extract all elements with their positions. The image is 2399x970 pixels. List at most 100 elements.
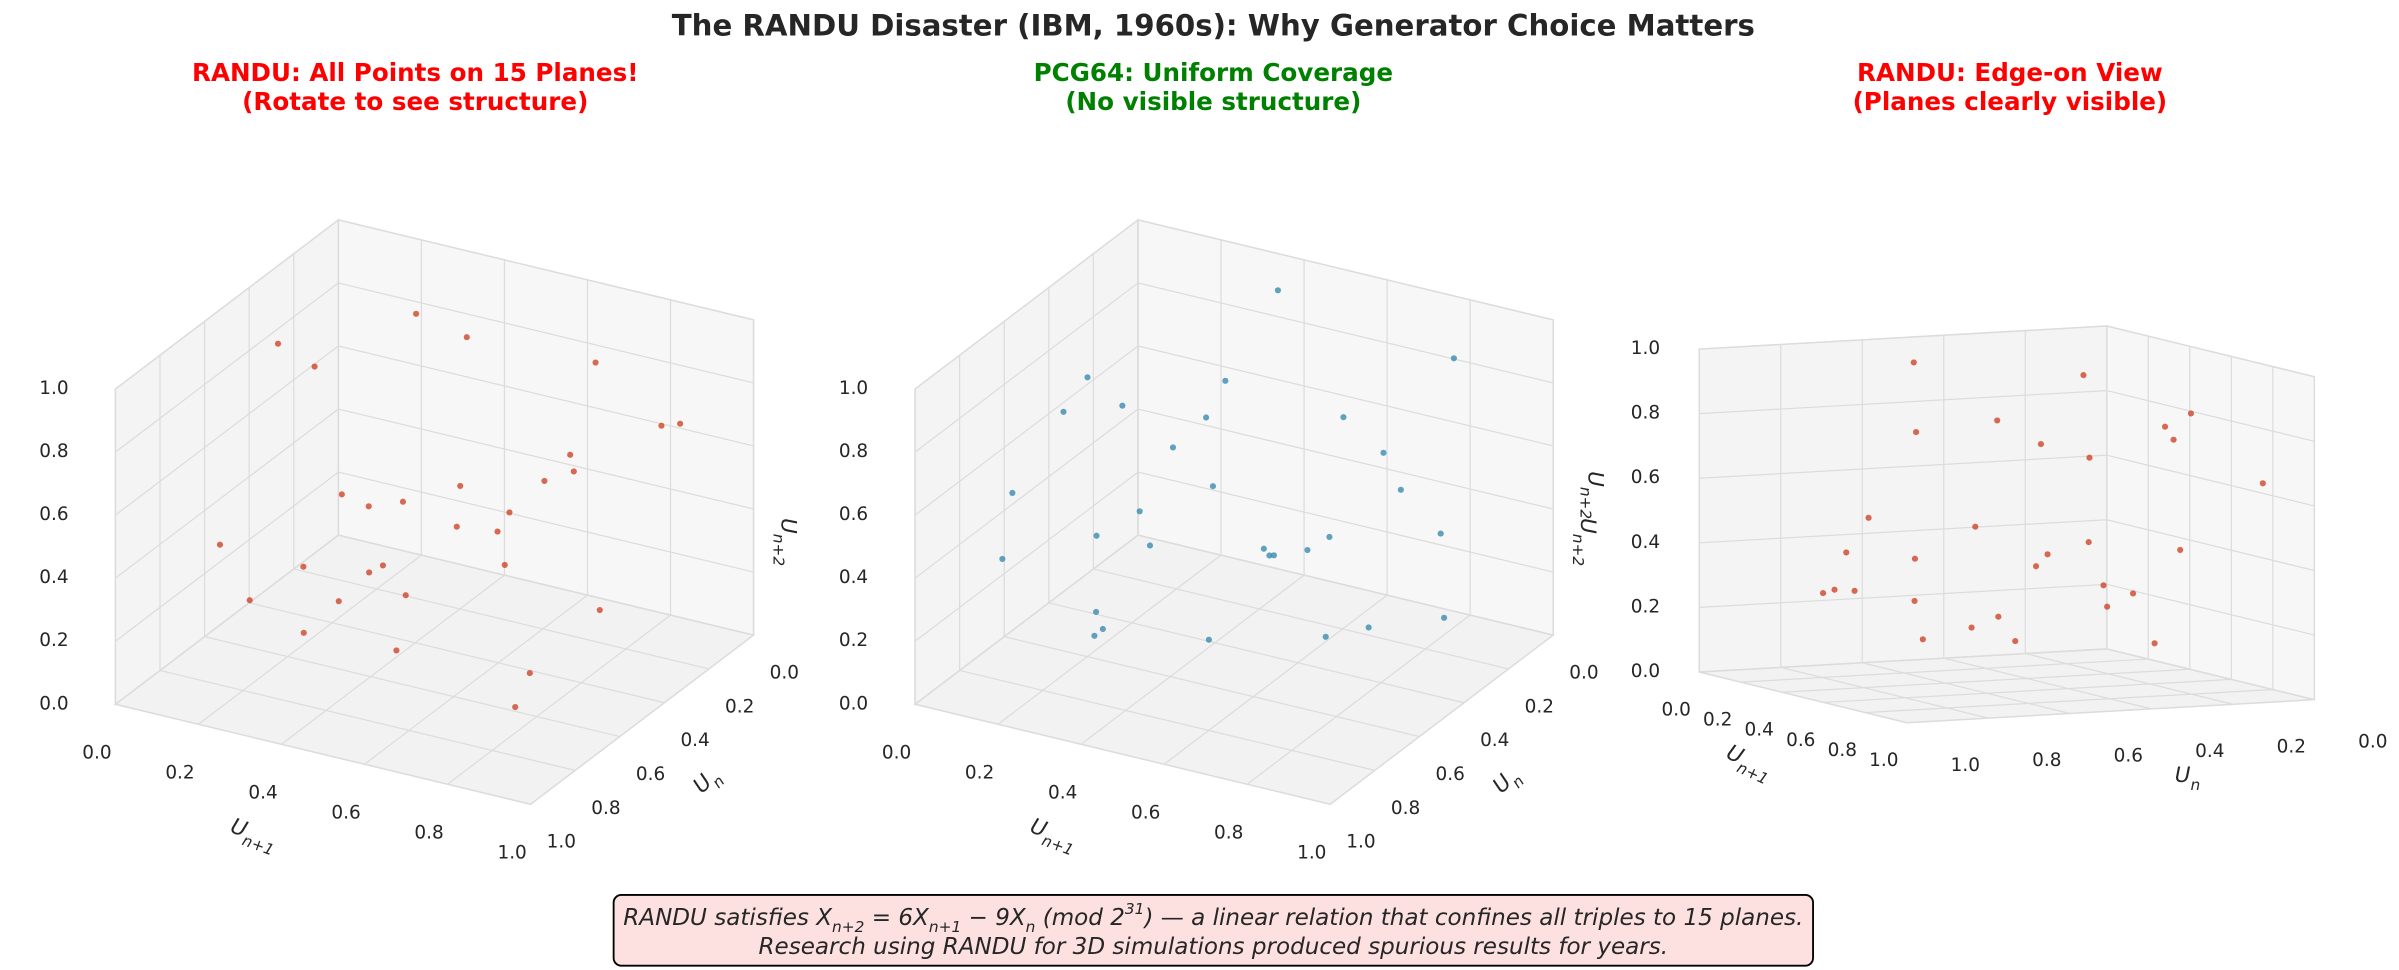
point — [1397, 486, 1404, 493]
z-tick-label: 0.2 — [39, 630, 68, 651]
z-tick-label: 0.6 — [1631, 467, 1660, 488]
x-tick-label: 1.0 — [1297, 842, 1326, 863]
point — [1146, 542, 1154, 549]
z-tick-label: 0.4 — [1631, 532, 1660, 553]
point — [1304, 546, 1311, 554]
point — [1209, 483, 1217, 490]
x-tick-label: 0.6 — [331, 802, 360, 823]
point — [1093, 608, 1100, 616]
point — [541, 477, 548, 485]
z-tick-label: 0.0 — [1631, 661, 1660, 682]
x-tick-label: 0.4 — [1048, 782, 1077, 803]
z-tick-label: 0.4 — [839, 567, 868, 588]
grid-line — [1740, 336, 2149, 683]
x-tick-label: 0.2 — [165, 762, 194, 783]
point — [216, 541, 224, 548]
point — [1274, 287, 1281, 294]
grid-line — [1823, 356, 2232, 704]
grid-line — [1246, 299, 1471, 785]
y-tick-label: 0.6 — [1435, 764, 1464, 785]
grid-line — [115, 219, 754, 390]
point — [1450, 355, 1457, 362]
annotation-text: ) — a linear relation that confines all … — [1142, 905, 1803, 931]
z-axis-label: Un+2 — [1577, 471, 1608, 519]
point — [1260, 545, 1267, 552]
point — [1326, 533, 1333, 541]
z-axis-label: Un+2 — [770, 518, 800, 566]
y-tick-label: 0.4 — [1480, 730, 1509, 751]
y-tick-label: 1.0 — [1951, 755, 1980, 776]
point — [2161, 423, 2169, 430]
y-tick-label: 0.8 — [591, 798, 620, 819]
x-tick-label: 1.0 — [497, 842, 526, 863]
grid-line — [1780, 344, 1989, 719]
point — [1910, 359, 1917, 366]
point — [365, 503, 372, 510]
point — [1169, 444, 1177, 451]
z-tick-label: 0.8 — [839, 441, 868, 462]
point — [399, 498, 407, 505]
z-tick-label: 0.8 — [1631, 403, 1660, 424]
x-tick-label: 0.0 — [882, 742, 911, 763]
x-tick-label: 0.4 — [248, 782, 277, 803]
point — [2085, 539, 2092, 546]
z-axis-label-base: U — [775, 518, 800, 534]
grid-line — [1943, 335, 2152, 710]
y-tick-label: 1.0 — [1346, 832, 1375, 853]
x-tick-label: 0.2 — [1703, 710, 1732, 731]
z-axis-label-sub: n+2 — [770, 534, 788, 566]
annotation-sup: 31 — [1125, 900, 1145, 918]
point — [335, 598, 342, 605]
grid-line — [1699, 325, 2315, 378]
grid-line — [1003, 321, 1420, 738]
point — [506, 509, 513, 516]
point — [512, 703, 519, 711]
x-tick-label: 1.0 — [1869, 750, 1898, 771]
x-tick-label: 0.6 — [1131, 802, 1160, 823]
z-tick-label: 0.8 — [39, 441, 68, 462]
z-tick-label: 0.2 — [839, 630, 868, 651]
point — [2100, 582, 2107, 589]
grid-line — [1906, 376, 2315, 724]
point — [1865, 514, 1872, 521]
y-tick-label: 0.0 — [1569, 663, 1598, 684]
z-tick-label: 0.6 — [839, 504, 868, 525]
point — [1340, 414, 1347, 421]
point — [300, 563, 307, 570]
grid-line — [281, 259, 506, 745]
z-axis-label-sub: n+2 — [1570, 534, 1588, 566]
point — [2170, 436, 2177, 443]
point — [1222, 377, 1229, 384]
point — [1911, 597, 1918, 605]
x-tick-label: 0.8 — [1828, 740, 1857, 761]
point — [2080, 372, 2087, 379]
grid-line — [1782, 346, 2191, 693]
grid-line — [914, 389, 1331, 805]
point — [1380, 449, 1387, 456]
point — [457, 482, 464, 489]
figure-title: The RANDU Disaster (IBM, 1960s): Why Gen… — [672, 9, 1755, 43]
z-tick-label: 0.4 — [39, 567, 68, 588]
grid-line — [115, 534, 754, 705]
grid-line — [248, 287, 665, 704]
point — [592, 359, 599, 366]
y-axis-label: Un — [2175, 763, 2200, 793]
point — [658, 422, 665, 429]
point — [413, 310, 420, 317]
z-tick-label: 0.0 — [39, 693, 68, 714]
grid-line — [914, 534, 1554, 705]
annotation-text: = 6X — [864, 905, 930, 931]
point — [1968, 624, 1975, 631]
point — [2259, 480, 2266, 487]
grid-line — [914, 345, 1554, 516]
point — [2044, 551, 2051, 558]
z-tick-label: 1.0 — [39, 378, 68, 399]
grid-line — [1699, 454, 2315, 507]
y-tick-label: 0.8 — [2032, 750, 2061, 771]
y-tick-label: 0.2 — [1525, 696, 1554, 717]
annotation-text: (mod 2 — [1035, 905, 1125, 931]
point — [1365, 624, 1372, 631]
point — [402, 592, 409, 599]
grid-line — [997, 239, 1222, 725]
grid-line — [447, 299, 672, 785]
